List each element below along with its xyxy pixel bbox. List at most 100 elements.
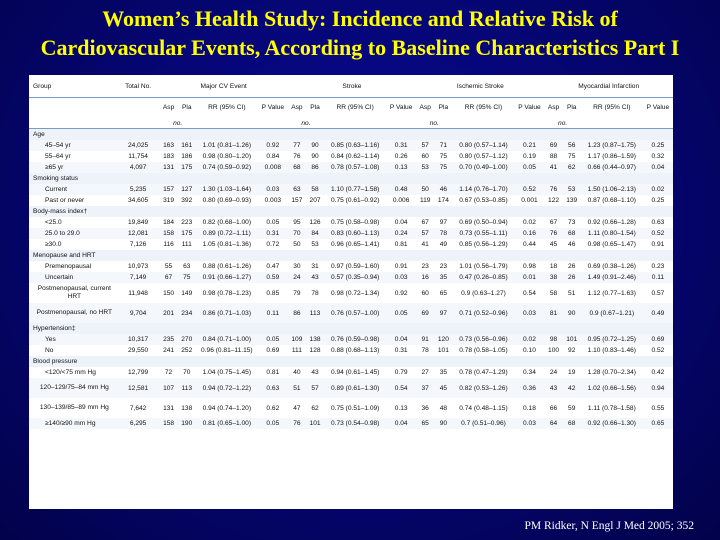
table-cell: 65 — [416, 418, 435, 429]
table-body: Age 45–54 yr 24,025 163 161 1.01 (0.81–1.26) 0… — [29, 128, 673, 429]
table-cell: 0.91 — [394, 263, 408, 270]
table-cell: 78 — [421, 347, 429, 354]
table-cell: 111 — [291, 347, 302, 354]
table-cell: 73 — [568, 219, 576, 226]
subheader-cell: P Value — [646, 104, 670, 111]
table-cell: 163 — [159, 140, 178, 151]
table-cell: 76 — [544, 184, 563, 195]
table-cell: 207 — [309, 197, 321, 204]
table-cell: 35 — [439, 369, 448, 376]
table-cell: 0.63 — [651, 219, 665, 226]
table-cell: 235 — [159, 334, 178, 345]
table-cell: 101 — [562, 334, 581, 345]
table-cell: 0.97 (0.59–1.60) — [330, 263, 380, 270]
table-cell: 1.05 (0.81–1.36) — [202, 241, 252, 248]
table-cell: 1.10 (0.83–1.46) — [587, 347, 637, 354]
table-cell: 0.36 — [514, 378, 545, 398]
table-cell: 0.91 — [651, 241, 665, 248]
results-table-panel: Group Total No. Major CV Event Stroke Is… — [29, 75, 673, 509]
row-label: 25.0 to 29.0 — [29, 228, 117, 239]
table-cell: 0.9 (0.67–1.21) — [580, 303, 643, 323]
table-cell: 0.31 — [394, 347, 408, 354]
table-cell: 29,550 — [128, 347, 149, 354]
table-cell: 51 — [287, 378, 306, 398]
table-cell: 0.03 — [257, 184, 288, 195]
table-cell: 175 — [177, 228, 196, 239]
table-cell: 0.80 (0.69–0.93) — [202, 197, 252, 204]
table-cell: 91 — [416, 334, 435, 345]
table-cell: 4,097 — [116, 162, 160, 173]
subheader-cell: RR (95% CI) — [593, 104, 631, 111]
table-cell: 34,605 — [128, 197, 149, 204]
table-row: <25.0 19,849 184 223 0.82 (0.68–1.00) 0.05 95 1… — [29, 217, 673, 228]
table-cell: 63 — [287, 184, 306, 195]
table-cell: 7,149 — [116, 272, 160, 283]
table-cell: 0.54 — [386, 378, 417, 398]
table-cell: 0.31 — [257, 228, 288, 239]
table-cell: 0.78 (0.58–1.05) — [459, 347, 508, 354]
table-cell: 0.31 — [386, 140, 417, 151]
table-cell: 62 — [311, 404, 319, 412]
table-row: Past or never 34,605 319 392 0.80 (0.69–0.93… — [29, 195, 673, 206]
table-cell: 84 — [305, 228, 325, 239]
table-cell: 43 — [311, 369, 319, 376]
table-cell: 161 — [177, 140, 196, 151]
table-row: No 29,550 241 252 0.96 (0.81–11.15) 0.69 111 12… — [29, 345, 673, 356]
group-header: Group — [29, 75, 117, 98]
table-cell: 65 — [439, 289, 448, 297]
table-cell: 158 — [159, 418, 178, 429]
outcome-header: Myocardial Infarction — [544, 75, 673, 98]
table-cell: 68 — [562, 228, 581, 239]
table-cell: 174 — [437, 197, 449, 204]
table-cell: 0.92 (0.66–1.28) — [587, 219, 637, 226]
table-cell: 0.26 — [394, 153, 408, 160]
table-cell: 392 — [181, 197, 193, 204]
table-cell: 0.11 — [642, 272, 673, 283]
table-cell: 57 — [416, 228, 435, 239]
table-cell: 60 — [421, 289, 429, 297]
table-cell: 0.85 — [266, 289, 280, 297]
table-cell: 36 — [421, 404, 429, 412]
table-cell: 11,754 — [128, 153, 148, 160]
table-cell: 0.94 — [642, 378, 673, 398]
table-cell: 223 — [181, 219, 193, 226]
table-cell: 75 — [568, 153, 576, 160]
table-cell: 127 — [177, 184, 196, 195]
section-label: Smoking status — [29, 173, 673, 184]
table-cell: 81 — [544, 303, 563, 323]
subheader-cell: Asp — [419, 104, 431, 111]
table-cell: 46 — [568, 241, 576, 248]
table-cell: 76 — [293, 153, 301, 160]
table-row: Premenopausal 10,973 55 63 0.88 (0.61–1.26) 0… — [29, 261, 673, 272]
table-cell: 0.52 — [642, 228, 673, 239]
table-cell: 59 — [568, 404, 576, 412]
table-cell: 0.83 (0.60–1.13) — [324, 228, 387, 239]
table-cell: 0.98 (0.78–1.23) — [202, 289, 252, 297]
row-label: 45–54 yr — [29, 140, 117, 151]
row-label: Yes — [29, 334, 117, 345]
section-row: Age — [29, 128, 673, 140]
table-cell: 183 — [163, 153, 175, 160]
table-cell: 101 — [305, 418, 325, 429]
table-cell: 70 — [183, 369, 191, 376]
row-label: 130–139/85–89 mm Hg — [39, 404, 109, 411]
table-cell: 0.87 (0.68–1.10) — [587, 197, 637, 204]
table-cell: 77 — [287, 140, 306, 151]
table-cell: 0.02 — [642, 184, 673, 195]
table-cell: 86 — [305, 162, 325, 173]
section-row: Hypertension‡ — [29, 323, 673, 334]
table-cell: 0.54 — [523, 289, 536, 297]
table-cell: 79 — [293, 289, 301, 297]
table-cell: 0.67 (0.53–0.85) — [459, 197, 508, 204]
table-cell: 252 — [181, 347, 193, 354]
table-cell: 49 — [439, 241, 448, 248]
table-cell: 0.92 — [257, 140, 288, 151]
row-label: Current — [29, 184, 117, 195]
table-cell: 53 — [311, 241, 319, 248]
table-cell: 7,126 — [129, 241, 147, 248]
table-cell: 0.03 — [386, 272, 417, 283]
table-cell: 1.12 (0.77–1.63) — [587, 289, 637, 297]
table-cell: 0.65 — [642, 418, 673, 429]
table-cell: 186 — [181, 153, 193, 160]
table-cell: 0.94 (0.72–1.22) — [195, 378, 258, 398]
